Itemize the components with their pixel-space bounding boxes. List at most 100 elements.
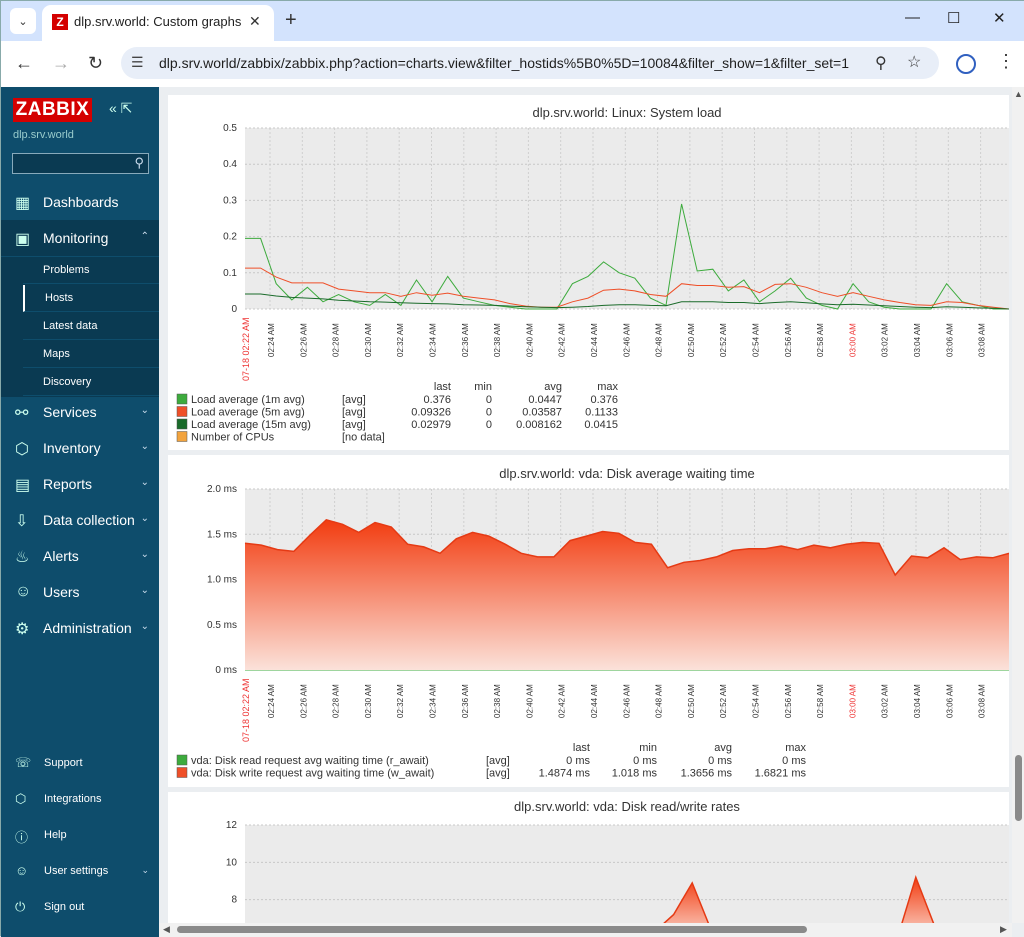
y-tick-label: 1.5 ms bbox=[207, 529, 237, 540]
legend-value: 0.376 bbox=[590, 394, 618, 406]
back-arrow-icon[interactable]: ← bbox=[15, 53, 33, 73]
menu-administration[interactable]: ⚙ Administration ⌄ bbox=[1, 610, 159, 646]
graph-panel-disk-wait: dlp.srv.world: vda: Disk average waiting… bbox=[168, 455, 1010, 787]
menu-inventory[interactable]: ⬡ Inventory ⌄ bbox=[1, 430, 159, 466]
legend-header: max bbox=[785, 742, 806, 754]
legend-value: 0 ms bbox=[633, 755, 657, 767]
menu-data-collection[interactable]: ⇩ Data collection ⌄ bbox=[1, 502, 159, 538]
x-tick-label: 02:40 AM bbox=[525, 684, 534, 718]
x-tick-label: 03:08 AM bbox=[978, 684, 987, 718]
legend-name: Load average (15m avg) bbox=[191, 419, 311, 431]
submenu-label: Problems bbox=[43, 264, 90, 276]
menu-label: User settings bbox=[44, 865, 109, 877]
menu-help[interactable]: ⓘ Help bbox=[1, 820, 159, 850]
plus-icon[interactable]: + bbox=[285, 9, 297, 31]
legend-swatch bbox=[176, 754, 188, 766]
x-tick-label: 02:34 AM bbox=[429, 323, 438, 357]
legend-swatch bbox=[176, 431, 188, 442]
y-tick-label: 8 bbox=[231, 895, 237, 906]
reload-icon[interactable]: ↻ bbox=[88, 53, 104, 73]
x-tick-label: 02:30 AM bbox=[364, 323, 373, 357]
chevron-down-icon: ⌄ bbox=[140, 441, 149, 452]
menu-monitoring[interactable]: ▣ Monitoring ⌃ bbox=[1, 220, 159, 256]
menu-sign-out[interactable]: ⏻ Sign out bbox=[1, 892, 159, 922]
vertical-scrollbar[interactable]: ▲ bbox=[1012, 87, 1024, 923]
legend-value: 0.03587 bbox=[522, 407, 562, 419]
legend-func: [no data] bbox=[342, 432, 385, 444]
grid-icon: ▦ bbox=[15, 195, 31, 212]
menu-user-settings[interactable]: ☺ User settings ⌄ bbox=[1, 856, 159, 886]
legend-header: last bbox=[573, 742, 590, 754]
menu-alerts[interactable]: ♨ Alerts ⌄ bbox=[1, 538, 159, 574]
chevron-down-icon: ⌄ bbox=[141, 865, 149, 875]
vertical-scroll-thumb[interactable] bbox=[1015, 755, 1022, 821]
headset-icon: ☏ bbox=[15, 755, 32, 770]
x-tick-label: 03:02 AM bbox=[881, 684, 890, 718]
submenu-problems[interactable]: Problems bbox=[23, 257, 159, 284]
maximize-icon[interactable]: ☐ bbox=[947, 10, 961, 27]
sidebar-search-input[interactable]: ⚲ bbox=[12, 153, 149, 174]
profile-icon[interactable] bbox=[956, 54, 976, 74]
y-tick-label: 0.5 bbox=[223, 123, 237, 134]
users-icon: ☺ bbox=[15, 583, 32, 600]
graph-panel-disk-rates: dlp.srv.world: vda: Disk read/write rate… bbox=[168, 792, 1009, 937]
address-bar[interactable]: ☰ dlp.srv.world/zabbix/zabbix.php?action… bbox=[121, 47, 939, 79]
collapse-sidebar-icon[interactable]: « ⇱ bbox=[109, 100, 133, 116]
horizontal-scrollbar[interactable]: ◀ ▶ bbox=[159, 923, 1012, 937]
legend-header: max bbox=[597, 381, 618, 393]
star-icon[interactable]: ☆ bbox=[907, 54, 922, 71]
scroll-right-icon[interactable]: ▶ bbox=[1000, 924, 1007, 934]
search-icon[interactable]: ⚲ bbox=[134, 155, 144, 170]
chevron-down-icon: ⌄ bbox=[140, 549, 149, 560]
menu-support[interactable]: ☏ Support bbox=[1, 748, 159, 778]
window-close-icon[interactable]: ✕ bbox=[993, 10, 1006, 27]
plot-area bbox=[245, 128, 1009, 309]
x-tick-label: 02:54 AM bbox=[752, 684, 761, 718]
legend-value: 1.6821 ms bbox=[755, 768, 807, 780]
graph-title: dlp.srv.world: vda: Disk average waiting… bbox=[499, 466, 755, 481]
chevron-down-icon: ⌄ bbox=[18, 15, 28, 28]
tune-icon[interactable]: ☰ bbox=[131, 54, 144, 70]
active-tab[interactable]: Z dlp.srv.world: Custom graphs ✕ bbox=[42, 5, 274, 41]
system-load-graph[interactable]: dlp.srv.world: Linux: System load 0.5 0.4 0… bbox=[168, 95, 1010, 450]
legend-swatch bbox=[176, 767, 188, 778]
menu-reports[interactable]: ▤ Reports ⌄ bbox=[1, 466, 159, 502]
scroll-up-icon[interactable]: ▲ bbox=[1014, 89, 1023, 99]
forward-arrow-icon[interactable]: → bbox=[52, 53, 70, 73]
url-text[interactable]: dlp.srv.world/zabbix/zabbix.php?action=c… bbox=[159, 55, 850, 71]
submenu-hosts[interactable]: Hosts bbox=[23, 285, 159, 312]
x-tick-label: 02:46 AM bbox=[622, 323, 631, 357]
zabbix-logo[interactable]: ZABBIX bbox=[13, 98, 92, 122]
menu-users[interactable]: ☺ Users ⌄ bbox=[1, 574, 159, 610]
disk-wait-graph[interactable]: dlp.srv.world: vda: Disk average waiting… bbox=[168, 455, 1010, 787]
graph-title: dlp.srv.world: Linux: System load bbox=[532, 105, 721, 120]
series-line bbox=[245, 293, 1010, 310]
disk-rates-graph[interactable]: dlp.srv.world: vda: Disk read/write rate… bbox=[168, 792, 1009, 937]
horizontal-scroll-thumb[interactable] bbox=[177, 926, 807, 933]
x-tick-label: 02:52 AM bbox=[719, 323, 728, 357]
legend-value: 0 bbox=[486, 394, 492, 406]
x-tick-label: 03:06 AM bbox=[945, 684, 954, 718]
chevron-down-icon: ⌄ bbox=[140, 477, 149, 488]
menu-dashboards[interactable]: ▦ Dashboards bbox=[1, 184, 159, 220]
menu-integrations[interactable]: ⬡ Integrations bbox=[1, 784, 159, 814]
x-tick-label: 03:04 AM bbox=[913, 323, 922, 357]
chevron-down-icon: ⌄ bbox=[140, 513, 149, 524]
minimize-icon[interactable]: — bbox=[905, 9, 920, 26]
x-tick-label: 02:36 AM bbox=[461, 323, 470, 357]
menu-label: Alerts bbox=[43, 548, 79, 564]
legend-name: Load average (5m avg) bbox=[191, 407, 305, 419]
x-tick-label: 02:28 AM bbox=[332, 323, 341, 357]
menu-services[interactable]: ⚯ Services ⌄ bbox=[1, 394, 159, 430]
submenu-discovery[interactable]: Discovery bbox=[23, 369, 159, 396]
integrations-icon: ⬡ bbox=[15, 791, 27, 806]
tab-search-button[interactable]: ⌄ bbox=[10, 8, 36, 34]
scroll-left-icon[interactable]: ◀ bbox=[163, 924, 170, 934]
y-tick-label: 0.4 bbox=[223, 159, 237, 170]
close-icon[interactable]: ✕ bbox=[249, 13, 261, 29]
submenu-latest-data[interactable]: Latest data bbox=[23, 313, 159, 340]
kebab-icon[interactable]: ⋮ bbox=[997, 51, 1015, 71]
zoom-icon[interactable]: ⚲ bbox=[875, 55, 887, 72]
menu-label: Sign out bbox=[44, 901, 85, 913]
submenu-maps[interactable]: Maps bbox=[23, 341, 159, 368]
